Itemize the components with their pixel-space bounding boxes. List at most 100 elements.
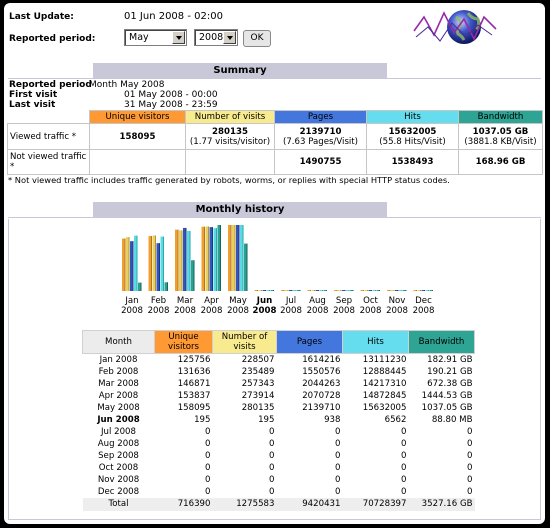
bar-hits-sep — [346, 290, 350, 291]
last-visit-value: 31 May 2008 - 23:59 — [124, 100, 218, 110]
bar-pages-sep — [342, 290, 346, 291]
table-row: Feb 2008 131636 235489 1550576 12888445 190.2… — [83, 366, 475, 378]
year-select[interactable]: 2008 — [194, 29, 238, 46]
bar-shade-hits-nov — [401, 290, 403, 291]
bar-shade-pages-jan — [132, 241, 134, 291]
bar-shade-hits-jan — [136, 235, 138, 291]
bar-visits-sep — [338, 290, 342, 291]
row-visits: 273914 — [241, 390, 275, 401]
bar-shade-bandwidth_gb-oct — [379, 290, 380, 291]
bar-uv-oct — [360, 290, 364, 291]
bar-shade-visits-jun — [261, 290, 262, 291]
bar-hits-apr — [213, 228, 217, 291]
not-viewed-hits: 1538493 — [366, 149, 459, 175]
bar-visits-feb — [152, 235, 156, 291]
table-row: Jan 2008 125756 228507 1614216 13111230 182.9… — [83, 354, 475, 366]
tick-label-jun: Jun — [256, 296, 272, 306]
bar-hits-dec — [425, 290, 429, 291]
row-bw: 0 — [467, 438, 473, 449]
table-row: Sep 2008 0 0 0 0 0 — [83, 450, 475, 462]
row-hits: 0 — [401, 486, 407, 497]
row-month: Nov 2008 — [97, 474, 140, 485]
bar-pages-apr — [209, 227, 213, 291]
viewed-bandwidth: 1037.05 GB — [472, 126, 529, 137]
row-bw: 0 — [467, 486, 473, 497]
ok-button[interactable]: OK — [243, 30, 271, 47]
bar-visits-may — [232, 225, 236, 291]
chevron-down-icon[interactable] — [223, 31, 236, 44]
row-pages: 2070728 — [302, 390, 341, 401]
viewed-pages-cell: 2139710 (7.63 Pages/Visit) — [274, 123, 367, 150]
bar-uv-mar — [175, 229, 179, 291]
bar-uv-apr — [201, 226, 205, 291]
bar-visits-jan — [126, 237, 130, 291]
bar-visits-dec — [417, 290, 421, 291]
awstats-globe-logo — [413, 10, 497, 44]
bar-pages-aug — [315, 290, 319, 291]
bar-shade-visits-apr — [208, 226, 209, 291]
bar-shade-visits-oct — [367, 290, 368, 291]
bar-uv-jul — [281, 290, 285, 291]
row-pages: 938 — [324, 414, 341, 425]
bar-shade-bandwidth_gb-nov — [405, 290, 407, 291]
bar-shade-bandwidth_gb-jul — [299, 290, 301, 291]
row-month: Sep 2008 — [98, 450, 139, 461]
tick-label-jul-year: 2008 — [280, 306, 302, 316]
row-uv: 195 — [194, 414, 211, 425]
row-bw: 0 — [467, 426, 473, 437]
bar-shade-uv-jan — [124, 238, 126, 291]
bar-visits-jun — [258, 290, 262, 291]
row-visits: 257343 — [241, 378, 275, 389]
month-select-value: May — [129, 32, 149, 43]
row-uv: 158095 — [177, 402, 211, 413]
row-uv: 0 — [205, 486, 211, 497]
tick-label-nov: Nov — [389, 296, 406, 306]
row-visits: 0 — [269, 462, 275, 473]
row-month: Oct 2008 — [98, 462, 139, 473]
row-pages: 2139710 — [302, 402, 341, 413]
bar-shade-visits-jan — [128, 237, 130, 291]
bar-hits-may — [240, 225, 244, 291]
total-bandwidth: 3527.16 GB — [408, 497, 475, 511]
mh-col-unique-visitors: Unique visitors — [154, 330, 213, 354]
month-select[interactable]: May — [124, 29, 187, 46]
monthly-history-panel — [8, 219, 541, 520]
bar-shade-hits-sep — [348, 290, 350, 291]
row-visits: 0 — [269, 426, 275, 437]
bar-shade-visits-sep — [340, 290, 342, 291]
row-visits: 0 — [269, 438, 275, 449]
bar-shade-visits-feb — [155, 235, 156, 291]
row-hits: 0 — [401, 426, 407, 437]
bar-shade-visits-nov — [393, 290, 395, 291]
bar-shade-hits-jun — [269, 290, 270, 291]
viewed-visits-cell: 280135 (1.77 visits/visitor) — [185, 123, 275, 150]
bar-shade-pages-sep — [344, 290, 346, 291]
col-hits: Hits — [366, 110, 459, 124]
awstats-window: Last Update: 01 Jun 2008 - 02:00 Reporte… — [4, 3, 545, 524]
tick-label-sep-year: 2008 — [333, 306, 355, 316]
row-pages: 0 — [335, 438, 341, 449]
mh-col-month: Month — [82, 330, 155, 354]
bar-hits-nov — [399, 290, 403, 291]
monthly-history-title: Monthly history — [93, 202, 387, 219]
not-viewed-pages: 1490755 — [274, 149, 367, 175]
viewed-bandwidth-sub: (3881.8 KB/Visit) — [464, 136, 537, 147]
bar-pages-nov — [395, 290, 399, 291]
tick-label-jan-year: 2008 — [121, 306, 143, 316]
table-row: May 2008 158095 280135 2139710 15632005 1037.… — [83, 402, 475, 414]
row-bw: 0 — [467, 462, 473, 473]
bar-visits-nov — [391, 290, 395, 291]
bar-shade-bandwidth_gb-sep — [352, 290, 354, 291]
col-number-of-visits: Number of visits — [185, 110, 275, 124]
bar-shade-hits-dec — [428, 290, 429, 291]
row-hits: 0 — [401, 474, 407, 485]
table-row: Oct 2008 0 0 0 0 0 — [83, 462, 475, 474]
col-pages: Pages — [274, 110, 367, 124]
bar-uv-nov — [387, 290, 391, 291]
row-bw: 88.80 MB — [431, 414, 473, 425]
bar-shade-visits-jul — [287, 290, 289, 291]
row-month: Feb 2008 — [98, 366, 139, 377]
row-pages: 0 — [335, 426, 341, 437]
bar-shade-pages-jun — [265, 290, 266, 291]
chevron-down-icon[interactable] — [172, 31, 185, 44]
